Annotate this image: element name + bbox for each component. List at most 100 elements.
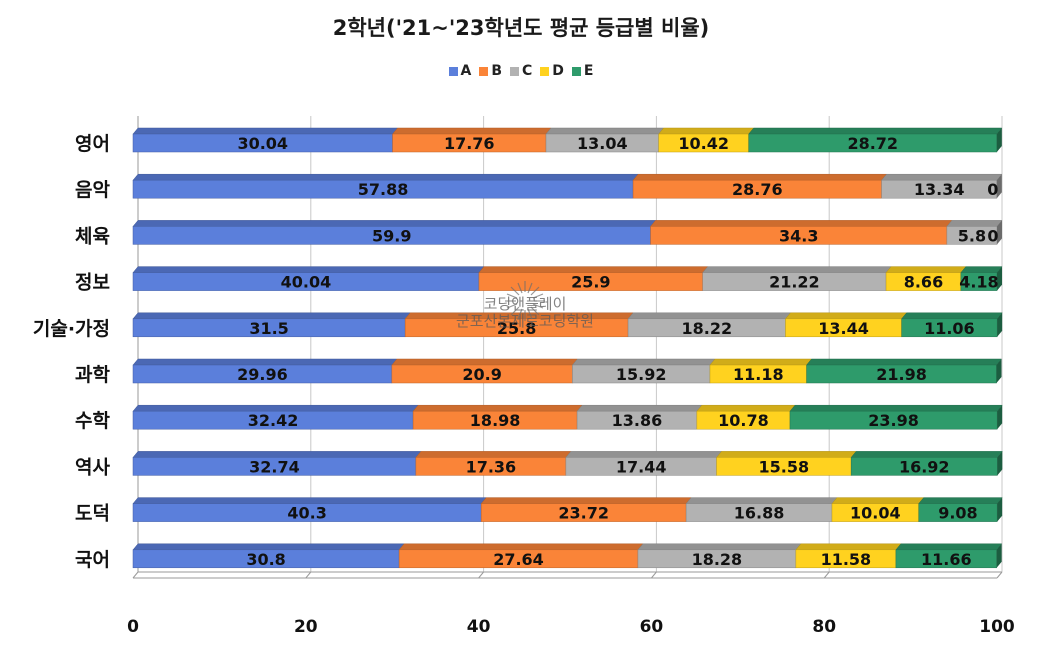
data-label-b: 25.8 <box>497 319 536 338</box>
data-label-c: 17.44 <box>616 457 667 476</box>
data-label-e: 23.98 <box>868 411 919 430</box>
watermark-line-1: 코딩앤플레이 <box>483 295 567 313</box>
data-label-b: 17.36 <box>466 457 517 476</box>
data-label-c: 13.34 <box>914 180 965 199</box>
category-label: 체육 <box>75 225 110 247</box>
bar-group: 29.96 20.9 15.92 11.18 21.98 <box>132 358 1003 384</box>
watermark-sun-icon <box>505 281 545 321</box>
data-label-b: 18.98 <box>470 411 521 430</box>
legend-label: E <box>583 63 594 79</box>
legend-swatch <box>510 66 520 76</box>
data-label-c: 5.8 <box>958 226 986 245</box>
bar-end-face <box>997 497 1003 522</box>
data-label-c: 13.86 <box>612 411 663 430</box>
data-label-a: 57.88 <box>358 180 409 199</box>
data-label-a: 31.5 <box>249 319 288 338</box>
data-label-a: 40.04 <box>281 273 332 292</box>
data-label-d: 11.58 <box>821 550 872 569</box>
bar-group: 59.9 34.3 5.8 0 <box>132 220 1003 245</box>
bar-end-face <box>997 405 1003 430</box>
data-label-a: 59.9 <box>372 226 411 245</box>
watermark: 코딩앤플레이 군포산본제로코딩학원 <box>440 281 610 330</box>
category-label: 과학 <box>75 364 110 386</box>
floor-tick <box>996 571 1003 579</box>
data-label-c: 16.88 <box>734 504 785 523</box>
category-label: 음악 <box>75 179 110 201</box>
x-tick-label: 80 <box>812 617 836 637</box>
chart-title: 2학년('21~'23학년도 평균 등급별 비율) <box>332 16 710 40</box>
data-label-c: 18.28 <box>692 550 743 569</box>
legend-item-e: E <box>571 63 594 79</box>
legend-swatch <box>448 66 458 76</box>
data-label-a: 32.42 <box>248 411 299 430</box>
legend-swatch <box>540 66 550 76</box>
category-label: 영어 <box>75 133 110 155</box>
bar-end-face <box>997 312 1003 337</box>
data-label-b: 23.72 <box>558 504 609 523</box>
data-label-d: 13.44 <box>818 319 869 338</box>
data-label-e: 28.72 <box>847 134 898 153</box>
legend: A B C D E <box>0 63 1042 79</box>
data-label-c: 15.92 <box>616 365 667 384</box>
data-label-d: 15.58 <box>759 457 810 476</box>
legend-item-b: B <box>479 63 502 79</box>
data-label-c: 21.22 <box>769 273 820 292</box>
bar-end-face <box>997 266 1002 291</box>
bar-group: 57.88 28.76 13.34 0 <box>132 173 1003 199</box>
data-label-b: 17.76 <box>444 134 495 153</box>
data-label-b: 28.76 <box>732 180 783 199</box>
bar-group: 30.04 17.76 13.04 10.42 28.72 <box>132 127 1003 153</box>
bar-group: 30.8 27.64 18.28 11.58 11.66 <box>132 543 1003 569</box>
data-label-e: 4.18 <box>959 273 998 292</box>
data-label-e: 11.66 <box>921 550 972 569</box>
floor-tick <box>823 571 830 579</box>
bar-group: 40.3 23.72 16.88 10.04 9.08 <box>132 497 1003 523</box>
data-label-e: 16.92 <box>899 457 950 476</box>
legend-label: D <box>552 63 564 79</box>
legend-item-d: D <box>540 63 564 79</box>
data-label-a: 30.04 <box>237 134 288 153</box>
data-label-c: 18.22 <box>681 319 732 338</box>
data-label-d: 0 <box>987 180 998 199</box>
bar-end-face <box>997 451 1003 476</box>
x-tick-label: 0 <box>127 617 139 637</box>
data-label-e: 21.98 <box>876 365 927 384</box>
data-label-b: 20.9 <box>462 365 501 384</box>
bar-end-face <box>996 543 1002 568</box>
bar-end-face <box>996 174 1002 199</box>
data-label-b: 34.3 <box>779 226 818 245</box>
data-label-a: 40.3 <box>287 504 326 523</box>
floor-tick <box>305 571 312 579</box>
x-tick-label: 100 <box>979 617 1015 637</box>
data-label-b: 25.9 <box>571 273 610 292</box>
bar-segment-c <box>881 179 998 199</box>
legend-item-c: C <box>510 63 532 79</box>
bar-group: 32.42 18.98 13.86 10.78 23.98 <box>132 404 1003 430</box>
data-label-e: 9.08 <box>938 504 977 523</box>
bar-group: 40.04 25.9 21.22 8.66 4.18 <box>132 266 1003 292</box>
category-label: 정보 <box>75 272 110 294</box>
category-label: 국어 <box>75 549 110 571</box>
legend-label: B <box>491 63 503 79</box>
bar-end-face <box>997 220 1002 245</box>
data-label-d: 8.66 <box>904 273 943 292</box>
data-label-e: 11.06 <box>924 319 975 338</box>
x-tick-label: 60 <box>640 617 664 637</box>
data-label-d: 10.04 <box>850 504 901 523</box>
legend-label: A <box>460 63 472 79</box>
data-label-a: 30.8 <box>246 550 285 569</box>
category-label: 역사 <box>75 456 110 478</box>
floor-tick <box>651 571 657 579</box>
bar-end-face <box>996 128 1002 152</box>
legend-item-a: A <box>448 63 472 79</box>
x-tick-label: 40 <box>467 617 491 637</box>
legend-label: C <box>522 63 533 79</box>
category-label: 기술·가정 <box>33 318 110 340</box>
bar-group: 32.74 17.36 17.44 15.58 16.92 <box>132 451 1003 476</box>
legend-swatch <box>479 66 489 76</box>
data-label-a: 32.74 <box>249 457 300 476</box>
category-label: 수학 <box>75 410 110 432</box>
floor-tick <box>478 571 484 579</box>
data-label-d: 10.42 <box>678 134 729 153</box>
